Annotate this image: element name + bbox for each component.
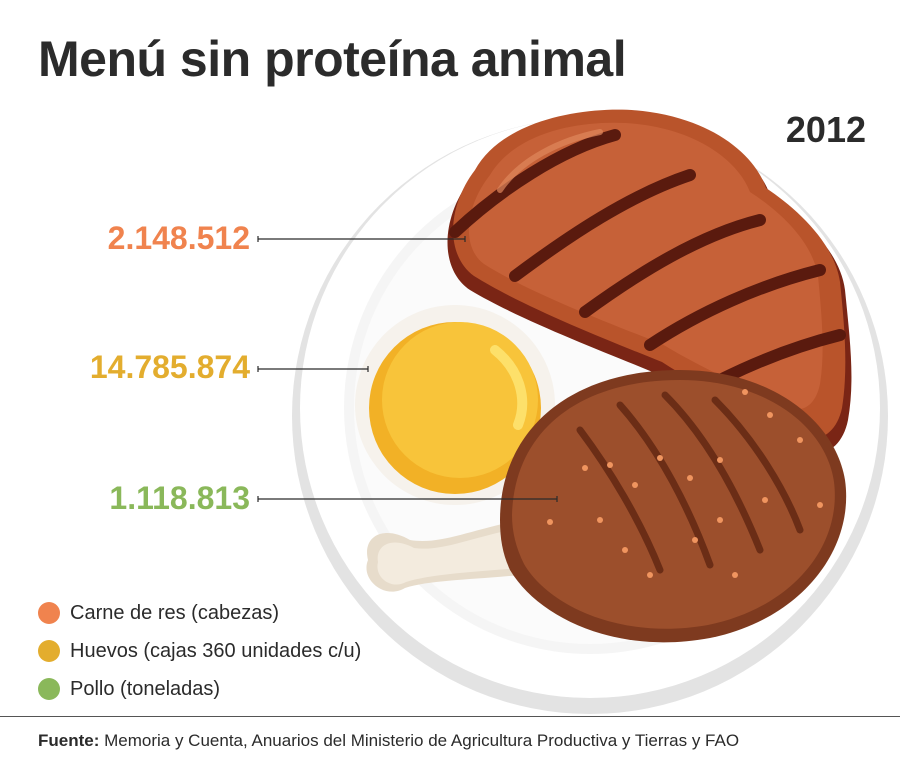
leader-lines [257, 236, 558, 502]
year-label: 2012 [785, 109, 866, 150]
footer-divider [0, 716, 900, 717]
beef-color-dot [38, 602, 60, 624]
source-text: Memoria y Cuenta, Anuarios del Ministeri… [99, 731, 740, 750]
eggs-value: 14.785.874 [89, 349, 250, 385]
chicken-drumstick [366, 370, 847, 643]
steak [447, 109, 852, 454]
legend-label-beef: Carne de res (cabezas) [70, 601, 279, 624]
chicken-color-dot [38, 678, 60, 700]
legend-item-beef: Carne de res (cabezas) [38, 594, 361, 632]
source-note: Fuente: Memoria y Cuenta, Anuarios del M… [38, 731, 739, 751]
source-label: Fuente: [38, 731, 100, 750]
beef-value: 2.148.512 [107, 220, 250, 256]
chicken-value: 1.118.813 [109, 480, 250, 516]
eggs-color-dot [38, 640, 60, 662]
legend-item-chicken: Pollo (toneladas) [38, 670, 361, 708]
page-title: Menú sin proteína animal [38, 31, 627, 87]
fried-egg [355, 305, 555, 505]
legend-item-eggs: Huevos (cajas 360 unidades c/u) [38, 632, 361, 670]
legend-label-chicken: Pollo (toneladas) [70, 677, 221, 700]
legend: Carne de res (cabezas) Huevos (cajas 360… [38, 594, 361, 708]
legend-label-eggs: Huevos (cajas 360 unidades c/u) [70, 639, 362, 662]
